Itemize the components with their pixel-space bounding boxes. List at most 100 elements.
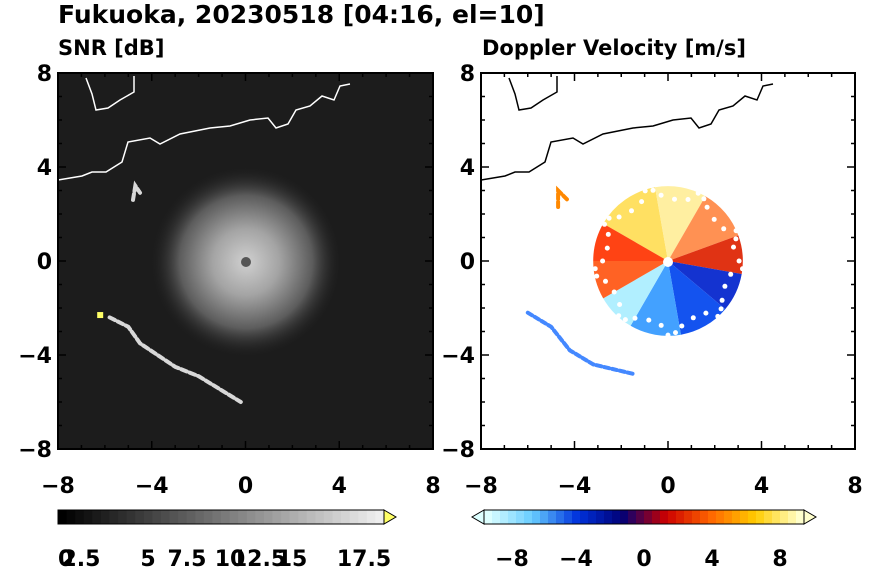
doppler-edge-speck xyxy=(590,234,596,239)
doppler-colorbar-cell xyxy=(524,510,533,524)
doppler-edge-speck xyxy=(625,189,631,195)
doppler-colorbar-cell xyxy=(732,510,741,524)
doppler-velocity-sector xyxy=(668,261,742,310)
snr-clutter-band xyxy=(131,180,142,202)
doppler-edge-speck xyxy=(632,315,638,321)
snr-colorbar-cell xyxy=(315,510,325,524)
doppler-edge-speck xyxy=(719,297,725,303)
doppler-colorbar-cell xyxy=(620,510,629,524)
doppler-edge-speck xyxy=(616,313,622,319)
doppler-edge-speck xyxy=(718,200,723,206)
doppler-edge-speck xyxy=(704,204,710,210)
snr-colorbar-cell xyxy=(375,510,385,524)
doppler-edge-speck xyxy=(603,278,608,284)
doppler-colorbar-cell xyxy=(508,510,517,524)
snr-colorbar-cell xyxy=(263,510,274,524)
doppler-edge-speck xyxy=(593,290,599,296)
doppler-colorbar-cell xyxy=(596,510,605,524)
snr-x-tick-label: 4 xyxy=(332,474,347,499)
doppler-x-tick-label: 8 xyxy=(847,474,862,499)
snr-y-tick-label: 4 xyxy=(37,156,52,181)
doppler-colorbar-cell xyxy=(692,510,701,524)
doppler-colorbar-cell xyxy=(740,510,749,524)
snr-colorbar-cell xyxy=(289,510,299,524)
snr-colorbar-cell xyxy=(349,510,359,524)
snr-y-tick-label: 0 xyxy=(37,250,52,275)
doppler-velocity-sector xyxy=(630,261,681,336)
doppler-colorbar-cell xyxy=(484,510,493,524)
snr-colorbar-cell xyxy=(126,510,136,524)
doppler-edge-speck xyxy=(592,266,598,272)
doppler-edge-speck xyxy=(600,258,606,264)
doppler-colorbar-label: 8 xyxy=(772,547,787,570)
doppler-edge-speck xyxy=(679,323,685,329)
doppler-colorbar-cell xyxy=(588,510,597,524)
snr-colorbar-cell xyxy=(238,510,248,524)
doppler-edge-speck xyxy=(730,211,735,217)
doppler-edge-speck xyxy=(721,226,727,232)
snr-colorbar-extend-arrow xyxy=(383,509,397,525)
doppler-velocity-sector xyxy=(603,261,668,326)
doppler-edge-speck xyxy=(718,306,724,312)
doppler-panel-title: Doppler Velocity [m/s] xyxy=(482,36,746,60)
doppler-outlier-band xyxy=(525,310,635,376)
doppler-edge-speck xyxy=(682,180,687,186)
doppler-edge-speck xyxy=(685,197,691,202)
doppler-edge-speck xyxy=(642,188,648,194)
doppler-colorbar-cell xyxy=(660,510,669,524)
snr-colorbar-cell xyxy=(306,510,316,524)
doppler-colorbar-cell xyxy=(580,510,589,524)
snr-colorbar-label: 7.5 xyxy=(168,547,207,570)
snr-colorbar-cell xyxy=(66,510,76,524)
snr-colorbar-label: 0 xyxy=(58,547,73,570)
snr-colorbar-cell xyxy=(83,510,93,524)
doppler-colorbar-label: −4 xyxy=(559,547,593,570)
snr-colorbar-label: 2.5 xyxy=(62,547,101,570)
snr-colorbar-cell xyxy=(281,510,291,524)
snr-colorbar-label: 12.5 xyxy=(232,547,286,570)
snr-y-tick-label: 8 xyxy=(37,62,52,87)
snr-colorbar-label: 17.5 xyxy=(337,547,391,570)
doppler-axis-ticks xyxy=(480,72,856,450)
doppler-island-outline xyxy=(508,76,558,111)
snr-colorbar-cell xyxy=(341,510,351,524)
snr-colorbar-cell xyxy=(366,510,376,524)
snr-colorbar-cell xyxy=(135,510,145,524)
doppler-velocity-sector xyxy=(668,196,739,261)
doppler-edge-speck xyxy=(665,332,671,338)
doppler-colorbar-cell xyxy=(540,510,549,524)
doppler-y-tick-label: 8 xyxy=(460,62,475,87)
doppler-colorbar-cell xyxy=(644,510,653,524)
snr-panel-title: SNR [dB] xyxy=(58,36,165,60)
doppler-velocity-sector xyxy=(655,186,706,261)
doppler-edge-speck xyxy=(733,228,739,234)
doppler-colorbar-cell xyxy=(772,510,781,524)
doppler-edge-speck xyxy=(715,313,721,319)
doppler-edge-speck xyxy=(658,192,664,198)
doppler-outlier-band xyxy=(556,185,570,209)
doppler-x-tick-label: 0 xyxy=(660,474,675,499)
snr-x-tick-label: −4 xyxy=(135,474,169,499)
doppler-colorbar-cell xyxy=(796,510,805,524)
doppler-edge-speck xyxy=(722,283,728,289)
snr-colorbar-cell xyxy=(298,510,308,524)
snr-island-outline xyxy=(85,76,135,111)
doppler-colorbar-cell xyxy=(628,510,637,524)
doppler-colorbar-cell xyxy=(516,510,525,524)
doppler-velocity-sector xyxy=(668,261,726,335)
doppler-edge-speck xyxy=(733,297,739,303)
doppler-edge-speck xyxy=(695,190,701,196)
chart-main-title: Fukuoka, 20230518 [04:16, el=10] xyxy=(58,0,545,29)
doppler-colorbar-cell xyxy=(748,510,757,524)
doppler-colorbar-cell xyxy=(604,510,613,524)
radar-site-marker xyxy=(241,257,251,267)
snr-clutter-band xyxy=(107,315,243,404)
doppler-edge-speck xyxy=(622,317,628,323)
doppler-colorbar-cell xyxy=(676,510,685,524)
doppler-edge-speck xyxy=(606,215,612,221)
doppler-edge-speck xyxy=(604,245,610,251)
snr-colorbar-cell xyxy=(186,510,196,524)
snr-x-tick-label: 8 xyxy=(425,474,440,499)
doppler-velocity-sector xyxy=(668,235,743,274)
